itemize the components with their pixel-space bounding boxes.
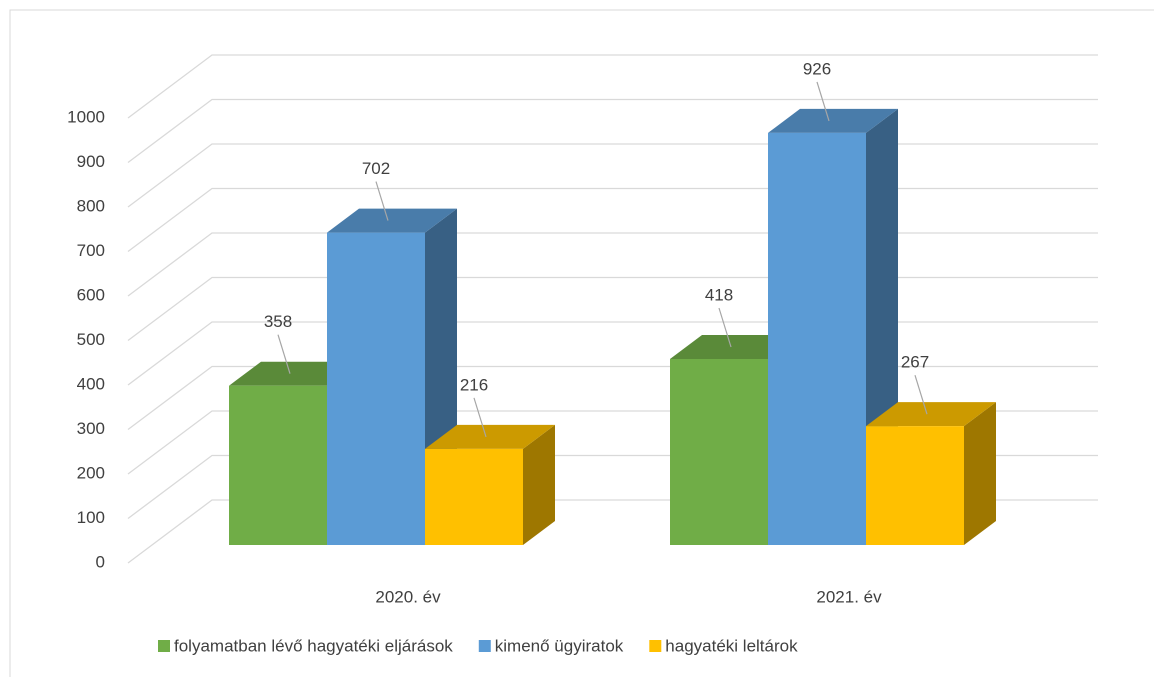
grid-line bbox=[127, 232, 1098, 297]
legend-label: folyamatban lévő hagyatéki eljárások bbox=[174, 636, 453, 655]
y-tick-label: 600 bbox=[77, 285, 105, 304]
label-leader bbox=[914, 375, 928, 415]
data-label: 418 bbox=[705, 285, 733, 304]
legend-label: kimenő ügyiratok bbox=[495, 636, 624, 655]
bar-top bbox=[327, 208, 457, 233]
grid-line bbox=[127, 54, 1098, 119]
legend-swatch bbox=[158, 640, 170, 652]
y-tick-label: 1000 bbox=[67, 107, 105, 126]
data-label: 267 bbox=[901, 353, 929, 372]
bar-top bbox=[425, 424, 555, 449]
grid-line bbox=[127, 98, 1098, 164]
bar-top bbox=[866, 402, 996, 427]
bar-side bbox=[964, 402, 996, 545]
legend-swatch bbox=[649, 640, 662, 652]
y-tick-label: 900 bbox=[77, 152, 105, 171]
legend-swatch bbox=[478, 640, 491, 652]
bar-front bbox=[229, 385, 327, 545]
bar-front bbox=[670, 358, 768, 545]
label-leader bbox=[718, 307, 732, 348]
data-label: 926 bbox=[803, 59, 831, 78]
bar-front bbox=[768, 132, 866, 545]
grid-line bbox=[127, 187, 1098, 253]
data-label: 358 bbox=[264, 312, 292, 331]
label-leader bbox=[816, 81, 830, 122]
y-tick-label: 700 bbox=[77, 241, 105, 260]
bar bbox=[425, 424, 555, 545]
y-tick-label: 100 bbox=[77, 508, 105, 527]
grid-line bbox=[127, 143, 1098, 208]
y-tick-label: 800 bbox=[77, 196, 105, 215]
bar-front bbox=[327, 232, 425, 546]
x-tick-label: 2020. év bbox=[375, 587, 441, 606]
y-tick-label: 300 bbox=[77, 419, 105, 438]
y-tick-label: 500 bbox=[77, 330, 105, 349]
bar-top bbox=[670, 334, 800, 359]
x-tick-label: 2021. év bbox=[816, 587, 882, 606]
bar-front bbox=[425, 448, 523, 545]
bar-side bbox=[523, 424, 555, 545]
bar-front bbox=[866, 426, 964, 545]
bar bbox=[866, 402, 996, 545]
legend-label: hagyatéki leltárok bbox=[665, 636, 798, 655]
bar-top bbox=[768, 108, 898, 133]
label-leader bbox=[473, 397, 487, 438]
label-leader bbox=[277, 334, 291, 374]
bar-top bbox=[229, 361, 359, 386]
y-tick-label: 200 bbox=[77, 463, 105, 482]
y-tick-label: 0 bbox=[96, 552, 105, 571]
y-tick-label: 400 bbox=[77, 374, 105, 393]
data-label: 216 bbox=[460, 375, 488, 394]
chart-frame bbox=[9, 9, 1154, 677]
data-label: 702 bbox=[362, 159, 390, 178]
label-leader bbox=[375, 181, 389, 221]
